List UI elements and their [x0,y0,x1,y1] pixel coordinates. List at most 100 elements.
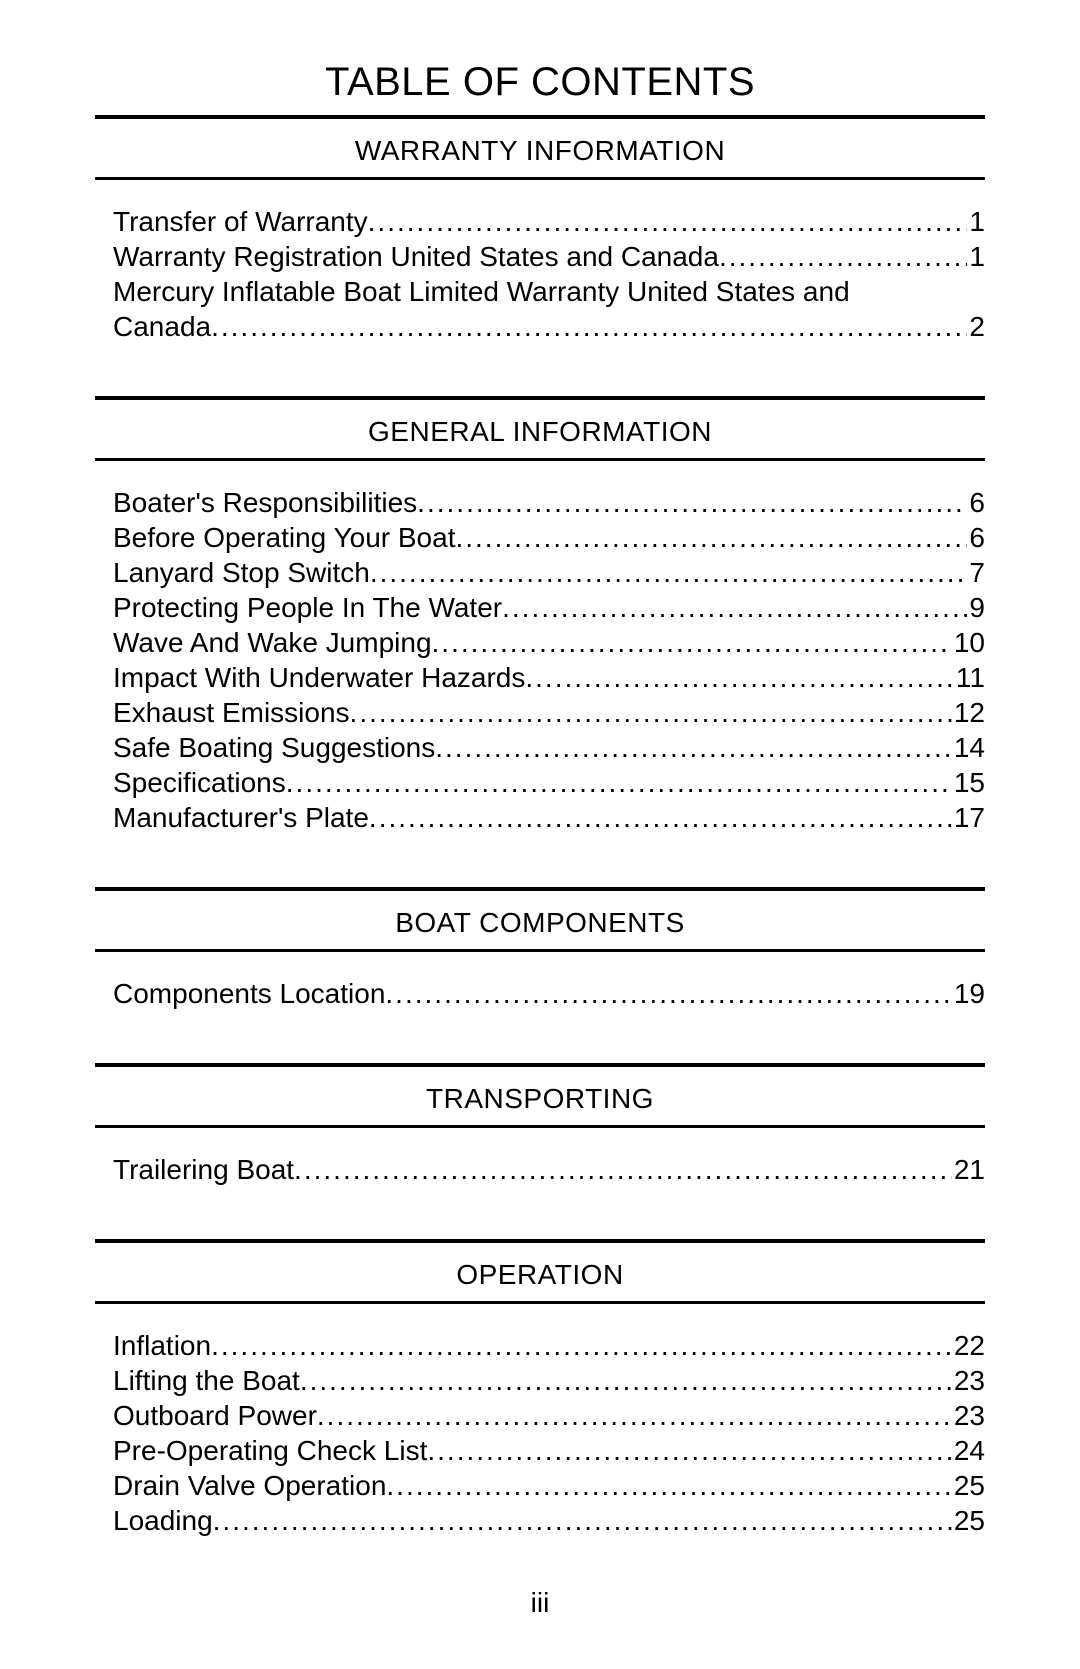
page-number: iii [0,1587,1080,1619]
toc-entry: Specifications15 [113,765,985,800]
toc-entry-title: Exhaust Emissions [113,695,350,730]
toc-entry-page: 23 [952,1363,985,1398]
toc-entry-title: Impact With Underwater Hazards [113,660,525,695]
toc-leader-dots [369,800,952,835]
toc-entry: Warranty Registration United States and … [113,239,985,274]
toc-entry-page: 9 [967,590,985,625]
toc-entry-title: Inflation [113,1328,211,1363]
section-heading: BOAT COMPONENTS [95,907,985,939]
toc-entry-title: Lanyard Stop Switch [113,555,370,590]
toc-leader-dots [213,1503,952,1538]
toc-entry-line2: Canada 2 [113,309,985,344]
toc-entry-page: 14 [952,730,985,765]
section-rule [95,949,985,952]
toc-entry-title: Protecting People In The Water [113,590,502,625]
toc-entry-page: 24 [952,1433,985,1468]
toc-entry: Inflation 22 [113,1328,985,1363]
toc-entry-page: 25 [952,1468,985,1503]
toc-entry-page: 21 [952,1152,985,1187]
toc-leader-dots [211,309,967,344]
toc-entry: Wave And Wake Jumping 10 [113,625,985,660]
toc-entry-page: 19 [952,976,985,1011]
toc-entry: Mercury Inflatable Boat Limited Warranty… [113,274,985,344]
section-top-rule [95,887,985,891]
toc-entry-page: 25 [952,1503,985,1538]
toc-leader-dots [432,625,952,660]
toc-leader-dots [719,239,967,274]
toc-entry: Outboard Power 23 [113,1398,985,1433]
toc-entry: Manufacturer's Plate 17 [113,800,985,835]
toc-entry: Lanyard Stop Switch 7 [113,555,985,590]
toc-leader-dots [386,1468,951,1503]
title-rule [95,115,985,119]
toc-leader-dots [427,1433,951,1468]
toc-leader-dots [435,730,952,765]
toc-entry-page: 17 [952,800,985,835]
toc-leader-dots [211,1328,952,1363]
section-rule [95,1301,985,1304]
toc-leader-dots [300,1363,952,1398]
section-top-rule [95,396,985,400]
toc-entry-title: Safe Boating Suggestions [113,730,435,765]
section-heading: GENERAL INFORMATION [95,416,985,448]
toc-leader-dots [368,204,968,239]
toc-entry-title: Wave And Wake Jumping [113,625,432,660]
toc-entry-title: Specifications [113,765,286,800]
toc-leader-dots [370,555,968,590]
toc-entry-page: 7 [967,555,985,590]
toc-entry: Lifting the Boat 23 [113,1363,985,1398]
toc-entry: Components Location 19 [113,976,985,1011]
toc-entry-title: Outboard Power [113,1398,317,1433]
toc-entry-page: 6 [967,485,985,520]
toc-entry-page: 23 [952,1398,985,1433]
toc-entry-title: Components Location [113,976,385,1011]
toc-entries: Inflation 22 Lifting the Boat 23 Outboard … [113,1328,985,1538]
toc-entry: Transfer of Warranty 1 [113,204,985,239]
toc-leader-dots [385,976,951,1011]
toc-entry-page: 1 [967,204,985,239]
toc-entries: Boater's Responsibilities 6 Before Operat… [113,485,985,835]
toc-entry: Drain Valve Operation 25 [113,1468,985,1503]
toc-entry-title: Manufacturer's Plate [113,800,369,835]
toc-leader-dots [286,765,952,800]
toc-entries: Transfer of Warranty 1 Warranty Registra… [113,204,985,344]
section-rule [95,1125,985,1128]
section-heading: TRANSPORTING [95,1083,985,1115]
toc-entry-page: 10 [952,625,985,660]
toc-entry: Protecting People In The Water 9 [113,590,985,625]
toc-leader-dots [294,1152,952,1187]
toc-entry-title: Loading [113,1503,213,1538]
toc-entry-page: 2 [967,309,985,344]
toc-entry: Trailering Boat 21 [113,1152,985,1187]
toc-leader-dots [317,1398,952,1433]
section-heading: OPERATION [95,1259,985,1291]
document-page: TABLE OF CONTENTS WARRANTY INFORMATION T… [0,0,1080,1669]
section-top-rule [95,1063,985,1067]
toc-entry-title-line1: Mercury Inflatable Boat Limited Warranty… [113,274,985,309]
toc-entry-page: 1 [967,239,985,274]
toc-entries: Trailering Boat 21 [113,1152,985,1187]
toc-entry: Impact With Underwater Hazards 11 [113,660,985,695]
section-rule [95,177,985,180]
toc-entry: Loading 25 [113,1503,985,1538]
toc-entry-title: Lifting the Boat [113,1363,300,1398]
section-top-rule [95,1239,985,1243]
section-heading: WARRANTY INFORMATION [95,135,985,167]
toc-entry: Boater's Responsibilities 6 [113,485,985,520]
toc-leader-dots [525,660,954,695]
toc-entry-title: Boater's Responsibilities [113,485,417,520]
toc-entry-page: 11 [954,660,985,695]
toc-entry-title-line2: Canada [113,309,211,344]
toc-entry-title: Pre‑Operating Check List [113,1433,427,1468]
toc-entry-title: Trailering Boat [113,1152,294,1187]
toc-entry: Pre‑Operating Check List 24 [113,1433,985,1468]
toc-entry: Exhaust Emissions 12 [113,695,985,730]
toc-entry-title: Drain Valve Operation [113,1468,386,1503]
toc-leader-dots [502,590,967,625]
page-title: TABLE OF CONTENTS [95,60,985,105]
toc-entry-page: 22 [952,1328,985,1363]
toc-leader-dots [350,695,952,730]
toc-entry-title: Before Operating Your Boat [113,520,455,555]
toc-entries: Components Location 19 [113,976,985,1011]
toc-entry-page: 12 [952,695,985,730]
